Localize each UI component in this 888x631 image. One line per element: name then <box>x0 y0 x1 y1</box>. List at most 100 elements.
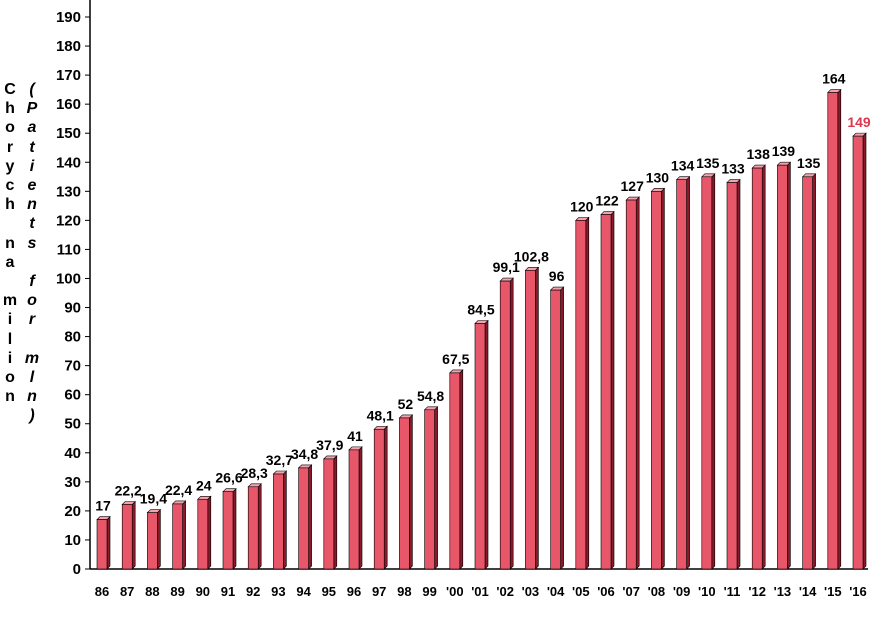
y-axis-label-char: h <box>5 196 15 214</box>
data-label: 96 <box>549 268 565 284</box>
x-tick-label: 96 <box>347 584 361 599</box>
x-tick-label: 88 <box>145 584 159 599</box>
y-axis-label-char: l <box>7 330 13 348</box>
y-axis-label-char: C <box>4 81 16 98</box>
bar-front <box>399 417 410 570</box>
y-axis-label-char: i <box>7 311 13 329</box>
x-tick-label: '06 <box>597 584 615 599</box>
y-axis-label-char: o <box>27 292 37 310</box>
data-label: 122 <box>595 193 619 209</box>
bar-front <box>852 135 864 570</box>
x-tick-label: 99 <box>422 584 436 599</box>
bar-front <box>247 486 259 570</box>
bar-front <box>751 167 763 570</box>
bar <box>373 425 388 570</box>
bar-side <box>182 500 186 570</box>
bar-side <box>812 173 816 570</box>
x-tick-label: '02 <box>496 584 514 599</box>
data-label: 54,8 <box>417 388 444 404</box>
y-axis-label-char: n <box>27 196 37 214</box>
x-tick-label: '14 <box>799 584 817 599</box>
bar-front <box>298 467 309 570</box>
bar-side <box>283 470 287 570</box>
bar-front <box>147 512 158 570</box>
y-axis-label-char: s <box>27 234 37 252</box>
data-label: 133 <box>721 161 745 177</box>
y-axis-label-char: y <box>5 157 15 175</box>
bar-side <box>585 216 590 570</box>
bar-front <box>802 176 813 570</box>
bar <box>96 515 111 570</box>
x-tick-label: '04 <box>547 584 565 599</box>
bar <box>827 88 842 570</box>
data-label: 17 <box>95 498 111 514</box>
bar-front <box>96 519 108 570</box>
bar-side <box>383 425 388 570</box>
bar <box>801 173 817 570</box>
x-tick-label: 95 <box>322 584 336 599</box>
x-tick-label: '13 <box>774 584 792 599</box>
data-label: 22,2 <box>115 483 142 499</box>
y-tick-label: 0 <box>73 561 81 578</box>
y-axis-label-char: c <box>5 177 15 195</box>
data-label: 26,6 <box>215 470 242 486</box>
y-axis-label-char: f <box>29 273 35 291</box>
data-label: 102,8 <box>514 248 549 264</box>
bar-front <box>348 449 360 570</box>
y-tick-label: 90 <box>64 300 81 317</box>
data-label: 84,5 <box>467 302 494 318</box>
bar-side <box>308 464 312 570</box>
x-tick-label: 97 <box>372 584 386 599</box>
bar-front <box>777 164 788 570</box>
x-tick-label: '15 <box>824 584 842 599</box>
bar <box>171 500 187 570</box>
bar-side <box>761 164 766 570</box>
bar <box>625 196 640 570</box>
bar <box>146 508 162 570</box>
y-tick-label: 120 <box>56 212 81 229</box>
y-axis-label-char: n <box>5 388 15 406</box>
bar-front <box>701 176 713 570</box>
x-tick-label: '05 <box>572 584 590 599</box>
x-tick-label: 93 <box>271 584 285 599</box>
x-tick-label: 94 <box>296 584 311 599</box>
y-axis-label-char: o <box>5 369 15 387</box>
bar-side <box>459 369 464 570</box>
data-label: 24 <box>196 477 212 493</box>
y-axis-label-char: m <box>24 349 40 367</box>
bar-side <box>409 414 413 570</box>
bar <box>701 173 716 570</box>
bar-side <box>131 500 136 570</box>
bar-side <box>837 88 842 570</box>
y-axis-label-char: i <box>29 157 35 175</box>
y-tick-label: 30 <box>64 474 81 491</box>
bar <box>297 464 313 570</box>
x-tick-label: '12 <box>748 584 766 599</box>
x-tick-label: '09 <box>673 584 691 599</box>
bar-front <box>424 409 435 570</box>
x-tick-label: 89 <box>170 584 184 599</box>
bar-front <box>625 199 637 570</box>
bar-side <box>736 178 741 570</box>
x-tick-label: 90 <box>196 584 210 599</box>
bar-front <box>525 270 536 570</box>
bar <box>575 216 590 570</box>
y-tick-label: 60 <box>64 387 81 404</box>
bar-front <box>222 491 234 570</box>
bar-front <box>676 179 687 570</box>
bar-side <box>232 487 237 570</box>
bar-side <box>333 455 338 570</box>
data-label: 120 <box>570 198 594 214</box>
bar-side <box>711 173 716 570</box>
y-axis-label-char: i <box>7 349 13 367</box>
data-label: 134 <box>671 158 695 174</box>
data-label: 41 <box>347 428 363 444</box>
bar <box>650 187 666 570</box>
bar-side <box>610 210 615 570</box>
bar-side <box>484 319 489 570</box>
y-tick-label: 50 <box>64 416 81 433</box>
bar-front <box>121 504 133 570</box>
